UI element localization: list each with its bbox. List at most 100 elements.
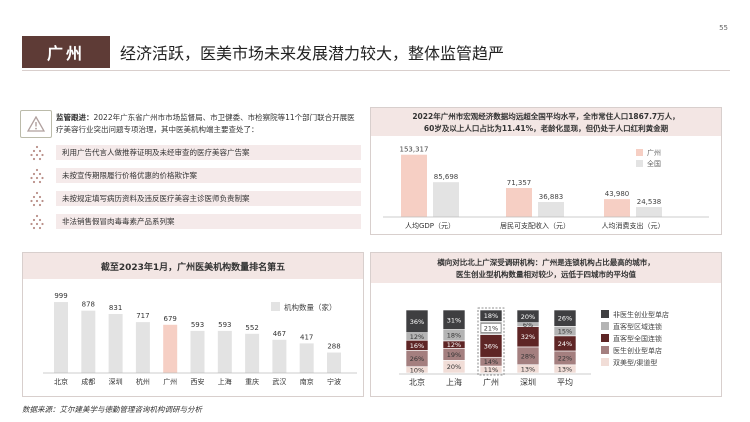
data-label: 153,317 <box>400 146 429 154</box>
chart-title-band <box>371 253 721 283</box>
data-label: 31% <box>447 316 461 324</box>
bar <box>636 207 662 217</box>
category-label: 平均 <box>557 377 573 387</box>
bar <box>401 154 427 217</box>
data-label: 71,357 <box>507 179 532 187</box>
bar-segment <box>553 309 577 327</box>
legend-swatch <box>601 310 609 318</box>
chart-title-band <box>23 253 363 279</box>
data-label: 13% <box>521 365 535 373</box>
data-label: 878 <box>82 301 95 309</box>
category-label: 北京 <box>409 377 425 387</box>
data-label: 417 <box>300 333 313 341</box>
list-item: 非法销售假冒肉毒毒素产品系列案 <box>56 214 361 229</box>
data-label: 6% <box>523 321 533 329</box>
data-label: 20% <box>447 363 461 371</box>
bar-segment <box>442 309 466 330</box>
chart-title: 医生创业型机构数量相对较少，远低于四城市的平均值 <box>456 269 636 279</box>
legend-label: 医生创业型单店 <box>613 346 662 355</box>
data-label: 28% <box>521 352 535 360</box>
legend-label: 广州 <box>647 148 661 157</box>
page-number: 55 <box>719 24 728 32</box>
data-label: 552 <box>245 324 258 332</box>
bar <box>108 313 123 373</box>
category-label: 人均GDP（元） <box>405 221 455 230</box>
data-label: 43,980 <box>605 190 630 198</box>
bar <box>538 202 564 217</box>
data-label: 288 <box>327 343 340 351</box>
chart-title: 60岁及以上人口占比为11.41%，老龄化显现，但仍处于人口红利黄金期 <box>424 123 669 133</box>
bar <box>604 199 630 217</box>
list-item: 未按规定填写病历资料及违反医疗美容主诊医师负责制案 <box>56 191 361 206</box>
legend-label: 机构数量（家） <box>284 302 337 312</box>
category-label: 居民可支配收入（元） <box>500 221 570 230</box>
dots-icon <box>30 145 46 161</box>
data-label: 85,698 <box>434 173 459 181</box>
dots-icon <box>30 168 46 184</box>
data-label: 11% <box>484 366 498 374</box>
warning-icon <box>20 110 52 138</box>
data-label: 14% <box>484 358 498 366</box>
legend-swatch <box>601 346 609 354</box>
bar <box>217 330 232 373</box>
data-label: 18% <box>484 312 498 320</box>
legend-label: 双美型/渠道型 <box>613 358 657 367</box>
category-label: 南京 <box>300 377 314 386</box>
data-label: 13% <box>558 365 572 373</box>
list-item: 未按宣传期限履行价格优惠的价格欺诈案 <box>56 168 361 183</box>
bar <box>245 333 260 373</box>
bar-segment <box>405 309 429 333</box>
supervision-lead: 监管跟进：2022年广东省广州市市场监督局、市卫健委、市检察院等11个部门联合开… <box>56 112 356 136</box>
bar <box>299 343 314 373</box>
data-label: 679 <box>164 315 177 323</box>
legend-swatch <box>636 160 643 167</box>
bar <box>327 352 341 373</box>
data-label: 22% <box>558 354 572 362</box>
data-label: 24% <box>558 340 572 348</box>
data-label: 15% <box>558 328 572 336</box>
data-label: 467 <box>273 330 286 338</box>
category-label: 广州 <box>483 377 499 387</box>
category-label: 北京 <box>54 377 68 386</box>
city-tag: 广州 <box>22 36 110 68</box>
title-divider <box>22 70 730 71</box>
list-item: 利用广告代言人做推荐证明及未经审查的医疗美容广告案 <box>56 145 361 160</box>
source-note: 数据来源：艾尔建美学与德勤管理咨询机构调研与分析 <box>22 405 202 414</box>
legend-label: 直客型区域连锁 <box>613 322 662 331</box>
data-label: 36,883 <box>539 193 564 201</box>
chart-title: 2022年广州市宏观经济数据均远超全国平均水平，全市常住人口1867.7万人， <box>412 111 679 121</box>
chart-title-band <box>371 108 721 136</box>
supervision-lead-text: 2022年广东省广州市市场监督局、市卫健委、市检察院等11个部门联合开展医疗美容… <box>56 113 355 134</box>
data-label: 593 <box>191 321 204 329</box>
data-label: 21% <box>484 324 498 332</box>
data-label: 593 <box>218 321 231 329</box>
legend-label: 全国 <box>647 159 661 168</box>
bar <box>433 182 459 217</box>
category-label: 宁波 <box>327 377 341 386</box>
data-label: 12% <box>410 333 424 341</box>
category-label: 杭州 <box>136 377 150 386</box>
category-label: 广州 <box>163 377 177 386</box>
data-label: 24,538 <box>637 198 662 206</box>
chart-title: 横向对比北上广深受调研机构：广州是连锁机构占比最高的城市， <box>437 257 655 267</box>
legend-swatch <box>271 302 280 311</box>
data-label: 717 <box>136 312 149 320</box>
category-label: 深圳 <box>109 377 123 386</box>
highlight-frame <box>477 307 505 376</box>
legend-swatch <box>601 334 609 342</box>
legend-label: 非医生创业型单店 <box>613 310 669 319</box>
category-label: 人均消费支出（元） <box>602 221 665 230</box>
legend-swatch <box>636 149 643 156</box>
data-label: 26% <box>558 315 572 323</box>
category-label: 成都 <box>81 377 95 386</box>
macro-chart: 2022年广州市宏观经济数据均远超全国平均水平，全市常住人口1867.7万人， … <box>371 108 721 230</box>
rank-chart-panel: 截至2023年1月，广州医美机构数量排名第五 999 北京 878 成都 831 深圳 71… <box>22 252 364 397</box>
bar <box>163 324 178 373</box>
bar <box>135 322 150 373</box>
bar <box>81 310 96 373</box>
bar <box>272 339 287 373</box>
mix-chart-panel: 横向对比北上广深受调研机构：广州是连锁机构占比最高的城市， 医生创业型机构数量相… <box>370 252 722 397</box>
dots-icon <box>30 191 46 207</box>
data-label: 10% <box>410 366 424 374</box>
data-label: 20% <box>521 313 535 321</box>
